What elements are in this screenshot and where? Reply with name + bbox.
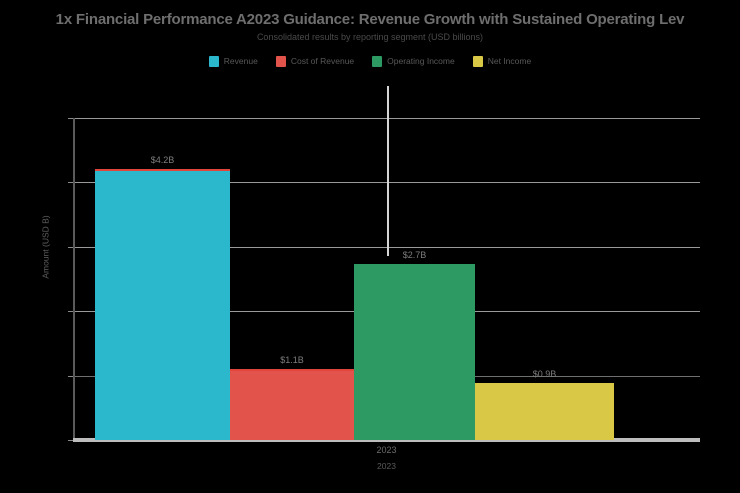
legend-item-cost-of-revenue[interactable]: Cost of Revenue <box>275 56 355 67</box>
legend-item-label: Operating Income <box>387 56 455 66</box>
bar-series: $4.2B $1.1B $2.7B $0.9B <box>73 118 700 440</box>
bar-value-label: $0.9B <box>532 369 557 379</box>
chart-legend: Revenue Cost of Revenue Operating Income… <box>0 56 740 67</box>
legend-swatch-icon <box>372 56 383 67</box>
bar-top-edge <box>230 369 354 371</box>
y-tick-mark <box>68 247 73 248</box>
bar-top-edge <box>95 169 230 171</box>
legend-item-revenue[interactable]: Revenue <box>208 56 258 67</box>
title-block: 1x Financial Performance A2023 Guidance:… <box>0 10 740 44</box>
bar-net-income[interactable]: $0.9B <box>475 369 614 440</box>
x-axis-block: 2023 2023 <box>73 444 700 473</box>
bar-value-label: $2.7B <box>402 250 427 260</box>
chart-title: 1x Financial Performance A2023 Guidance:… <box>55 11 685 28</box>
legend-item-net-income[interactable]: Net Income <box>472 56 532 67</box>
chart-subtitle: Consolidated results by reporting segmen… <box>256 32 484 42</box>
bar-operating-income[interactable]: $2.7B <box>354 250 475 440</box>
legend-swatch-icon <box>472 56 483 67</box>
y-tick-mark <box>68 182 73 183</box>
bar-value-label: $4.2B <box>150 155 175 165</box>
y-tick-mark <box>68 440 73 441</box>
legend-item-operating-income[interactable]: Operating Income <box>372 56 455 67</box>
legend-item-label: Revenue <box>223 56 258 66</box>
x-axis-title: 2023 <box>377 461 396 471</box>
legend-swatch-icon <box>208 56 219 67</box>
center-vertical-line <box>386 86 389 256</box>
x-tick-label: 2023 <box>376 445 397 455</box>
plot-area: 5 4 3 2 1 0 <box>68 86 700 442</box>
legend-swatch-icon <box>275 56 286 67</box>
bar-cost-of-revenue[interactable]: $1.1B <box>230 355 354 440</box>
y-tick-mark <box>68 311 73 312</box>
gridline: 0 <box>68 440 700 442</box>
y-tick-mark <box>68 376 73 377</box>
y-tick-mark <box>68 118 73 119</box>
bar-value-label: $1.1B <box>280 355 304 365</box>
legend-item-label: Cost of Revenue <box>290 56 355 66</box>
y-axis-line <box>73 118 75 440</box>
bar-revenue[interactable]: $4.2B <box>95 155 230 440</box>
legend-item-label: Net Income <box>487 56 532 66</box>
